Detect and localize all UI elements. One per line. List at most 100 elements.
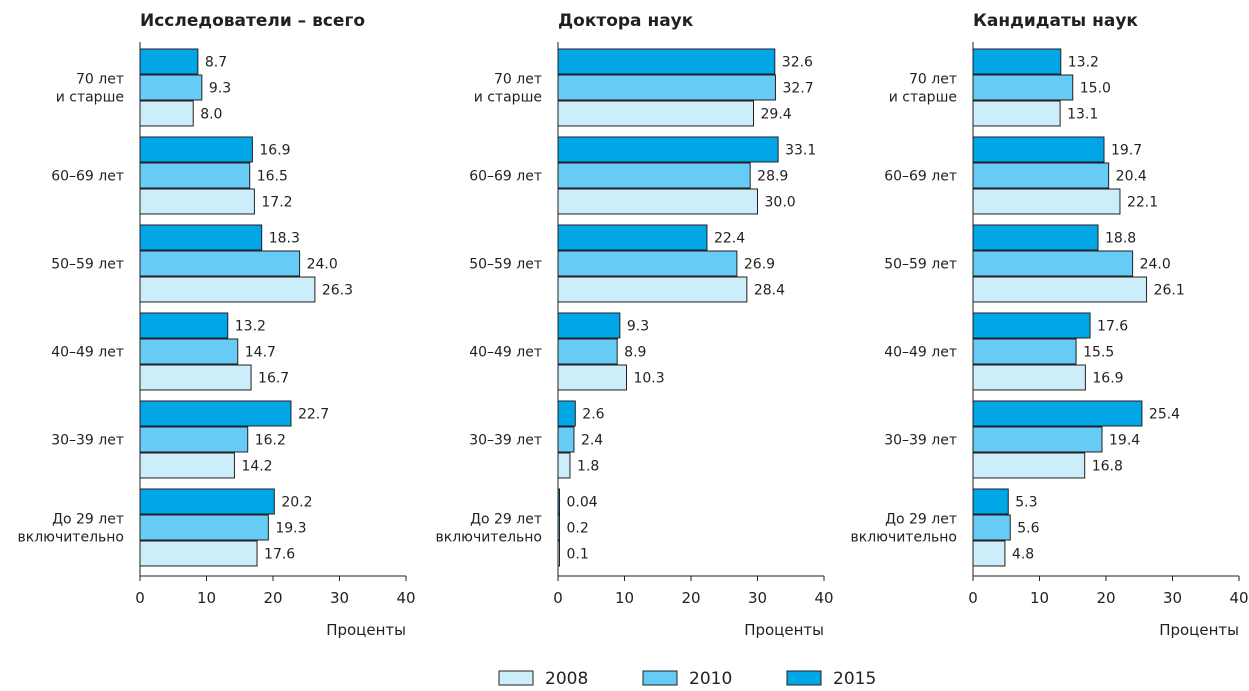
category-label: и старше	[56, 90, 124, 106]
data-label: 19.4	[1109, 433, 1140, 449]
bar-2010	[557, 250, 738, 277]
x-tick-label: 10	[615, 589, 634, 607]
category-label: 50–59 лет	[469, 257, 542, 273]
data-label: 10.3	[633, 371, 664, 387]
data-label: 14.7	[245, 345, 276, 361]
data-label: 20.4	[1116, 169, 1147, 185]
data-label: 24.0	[1140, 257, 1171, 273]
bar-2008	[557, 452, 571, 479]
panel-title: Исследователи – всего	[140, 11, 365, 31]
bar-2010	[972, 338, 1077, 365]
bar-2008	[557, 276, 748, 303]
bar-2008	[972, 452, 1086, 479]
bar-2015	[139, 488, 275, 515]
data-label: 28.9	[757, 169, 788, 185]
x-axis-label: Проценты	[1159, 621, 1239, 639]
x-tick-label: 40	[1229, 589, 1248, 607]
bar-2008	[972, 540, 1006, 567]
x-tick-label: 20	[681, 589, 700, 607]
category-label: 30–39 лет	[469, 433, 542, 449]
category-label: 50–59 лет	[884, 257, 957, 273]
x-tick-label: 40	[814, 589, 833, 607]
data-label: 16.7	[258, 371, 289, 387]
bar-2010	[557, 426, 575, 453]
data-label: 17.6	[1097, 319, 1128, 335]
bar-2015	[557, 224, 708, 251]
bar-2015	[972, 136, 1105, 163]
x-tick-label: 10	[197, 589, 216, 607]
data-label: 30.0	[765, 195, 796, 211]
bar-2008	[557, 364, 627, 391]
data-label: 16.2	[255, 433, 286, 449]
x-tick-label: 0	[135, 589, 145, 607]
bar-2015	[139, 48, 199, 75]
bar-2015	[972, 312, 1091, 339]
bar-2008	[139, 452, 235, 479]
legend-label: 2010	[689, 669, 732, 687]
category-label: 30–39 лет	[51, 433, 124, 449]
bar-2015	[972, 488, 1009, 515]
data-label: 0.2	[567, 521, 589, 537]
data-label: 9.3	[209, 81, 231, 97]
data-label: 15.0	[1080, 81, 1111, 97]
bar-2008	[557, 100, 755, 127]
data-label: 16.9	[1092, 371, 1123, 387]
bar-2010	[972, 514, 1011, 541]
bar-2010	[139, 250, 301, 277]
data-label: 15.5	[1083, 345, 1114, 361]
data-label: 13.1	[1067, 107, 1098, 123]
category-label: 70 лет	[909, 72, 957, 88]
x-axis-label: Проценты	[744, 621, 824, 639]
data-label: 13.2	[1068, 55, 1099, 71]
category-label: 70 лет	[76, 72, 124, 88]
data-label: 20.2	[281, 495, 312, 511]
bar-2015	[139, 136, 253, 163]
data-label: 19.7	[1111, 143, 1142, 159]
bar-2015	[139, 312, 229, 339]
bar-2010	[972, 162, 1110, 189]
category-label: 40–49 лет	[469, 345, 542, 361]
category-label: 30–39 лет	[884, 433, 957, 449]
bar-2010	[139, 338, 239, 365]
data-label: 32.6	[782, 55, 813, 71]
x-axis-label: Проценты	[326, 621, 406, 639]
x-tick-label: 30	[1163, 589, 1182, 607]
category-label: включительно	[18, 530, 125, 546]
data-label: 2.6	[582, 407, 604, 423]
bar-2015	[557, 312, 621, 339]
bar-2008	[139, 540, 258, 567]
data-label: 25.4	[1149, 407, 1180, 423]
data-label: 9.3	[627, 319, 649, 335]
category-label: и старше	[889, 90, 957, 106]
bar-2015	[139, 224, 263, 251]
bar-2008	[139, 188, 255, 215]
bar-2010	[557, 338, 618, 365]
category-label: включительно	[436, 530, 543, 546]
category-label: 50–59 лет	[51, 257, 124, 273]
data-label: 4.8	[1012, 547, 1034, 563]
data-label: 5.3	[1015, 495, 1037, 511]
bar-2010	[139, 74, 203, 101]
bar-2008	[972, 364, 1086, 391]
legend-swatch-2015	[786, 670, 822, 686]
category-label: включительно	[851, 530, 958, 546]
data-label: 26.9	[744, 257, 775, 273]
data-label: 14.2	[241, 459, 272, 475]
data-label: 18.8	[1105, 231, 1136, 247]
data-label: 29.4	[761, 107, 792, 123]
bar-2015	[972, 48, 1062, 75]
bar-2015	[139, 400, 292, 427]
data-label: 28.4	[754, 283, 785, 299]
x-tick-label: 40	[396, 589, 415, 607]
data-label: 22.1	[1127, 195, 1158, 211]
data-label: 26.3	[322, 283, 353, 299]
x-tick-label: 20	[263, 589, 282, 607]
bar-2008	[139, 100, 194, 127]
category-label: 70 лет	[494, 72, 542, 88]
bar-2010	[972, 250, 1134, 277]
category-label: 60–69 лет	[884, 169, 957, 185]
category-label: До 29 лет	[470, 512, 542, 528]
data-label: 24.0	[307, 257, 338, 273]
data-label: 13.2	[235, 319, 266, 335]
